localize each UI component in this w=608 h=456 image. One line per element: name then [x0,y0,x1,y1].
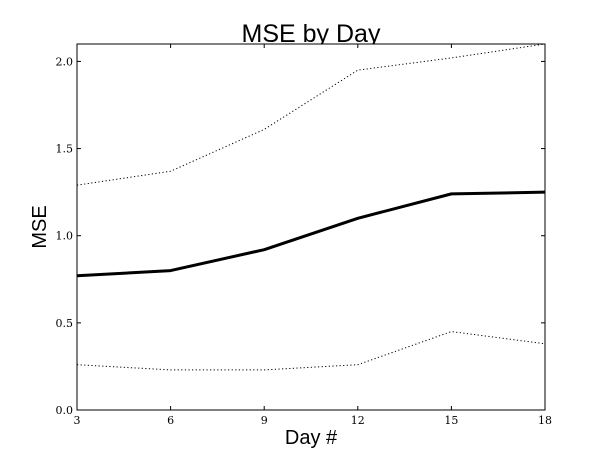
y-tick-label: 0.5 [56,317,74,330]
x-tick-label: 6 [167,414,174,427]
plot-frame [76,43,546,411]
plot-area [77,44,545,410]
y-tick-label: 1.0 [56,230,74,243]
x-tick-label: 18 [538,414,552,427]
x-axis-label: Day # [285,427,338,449]
series-line-1 [76,190,546,278]
x-tick-label: 12 [351,414,365,427]
chart-title: MSE by Day [242,20,381,48]
x-tick-label: 9 [261,414,268,427]
series-line-2 [76,43,546,186]
y-tick-label: 0.0 [56,404,74,417]
series-line-3 [76,331,546,371]
y-tick-label: 2.0 [56,55,74,68]
x-tick-label: 3 [74,414,81,427]
y-axis-label: MSE [29,205,51,248]
y-tick-label: 1.5 [56,143,74,156]
x-tick-label: 15 [444,414,458,427]
series-layer [76,43,546,371]
tick-layer: 3 6 9 12 15 18 0.0 0.5 1.0 1.5 2.0 [56,44,552,427]
